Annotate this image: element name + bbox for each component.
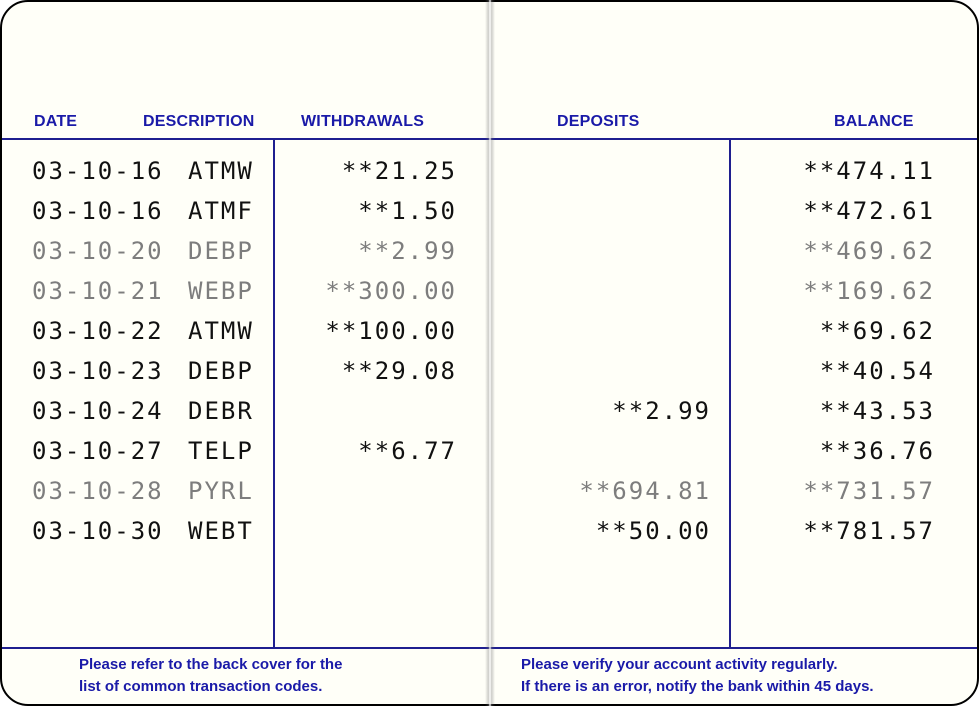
footer-note-right: Please verify your account activity regu… <box>521 654 874 698</box>
transaction-withdrawal: **21.25 <box>341 157 457 185</box>
transaction-balance: **472.61 <box>803 197 935 225</box>
transaction-balance: **43.53 <box>819 397 935 425</box>
transaction-code: PYRL <box>188 477 254 505</box>
transaction-row: 03-10-23 DEBP **29.08 **40.54 <box>2 352 977 390</box>
transaction-balance: **731.57 <box>803 477 935 505</box>
transaction-deposit: **50.00 <box>595 517 711 545</box>
transaction-date: 03-10-20 <box>32 237 164 265</box>
transaction-balance: **169.62 <box>803 277 935 305</box>
header-balance: BALANCE <box>834 113 914 130</box>
transaction-deposit: **694.81 <box>579 477 711 505</box>
footer-note-left: Please refer to the back cover for the l… <box>79 654 342 698</box>
transaction-code: ATMW <box>188 317 254 345</box>
transaction-row: 03-10-27 TELP **6.77 **36.76 <box>2 432 977 470</box>
transaction-row: 03-10-16 ATMW **21.25 **474.11 <box>2 152 977 190</box>
transaction-withdrawal: **300.00 <box>325 277 457 305</box>
transaction-code: DEBR <box>188 397 254 425</box>
transaction-row: 03-10-24 DEBR **2.99 **43.53 <box>2 392 977 430</box>
transaction-row: 03-10-20 DEBP **2.99 **469.62 <box>2 232 977 270</box>
transaction-row: 03-10-30 WEBT **50.00 **781.57 <box>2 512 977 550</box>
transaction-row: 03-10-16 ATMF **1.50 **472.61 <box>2 192 977 230</box>
transaction-date: 03-10-22 <box>32 317 164 345</box>
transaction-balance: **69.62 <box>819 317 935 345</box>
transaction-date: 03-10-23 <box>32 357 164 385</box>
transaction-date: 03-10-27 <box>32 437 164 465</box>
transaction-balance: **474.11 <box>803 157 935 185</box>
footer-note-left-line: list of common transaction codes. <box>79 678 323 695</box>
transaction-withdrawal: **1.50 <box>358 197 457 225</box>
transaction-date: 03-10-30 <box>32 517 164 545</box>
footer-rule <box>2 647 977 649</box>
column-divider-withdrawals <box>273 140 275 647</box>
transaction-row: 03-10-28 PYRL **694.81 **731.57 <box>2 472 977 510</box>
transaction-row: 03-10-21 WEBP **300.00 **169.62 <box>2 272 977 310</box>
transaction-code: ATMW <box>188 157 254 185</box>
header-rule <box>2 138 977 140</box>
header-date: DATE <box>34 113 78 130</box>
transaction-code: DEBP <box>188 237 254 265</box>
transaction-deposit: **2.99 <box>612 397 711 425</box>
column-divider-balance <box>729 140 731 647</box>
transaction-balance: **40.54 <box>819 357 935 385</box>
transaction-date: 03-10-21 <box>32 277 164 305</box>
transaction-code: TELP <box>188 437 254 465</box>
transaction-balance: **36.76 <box>819 437 935 465</box>
footer-note-left-line: Please refer to the back cover for the <box>79 656 343 673</box>
transaction-code: WEBP <box>188 277 254 305</box>
transaction-date: 03-10-16 <box>32 197 164 225</box>
header-deposits: DEPOSITS <box>557 113 640 130</box>
header-withdrawals: WITHDRAWALS <box>301 113 425 130</box>
header-description: DESCRIPTION <box>143 113 255 130</box>
footer-note-right-line: If there is an error, notify the bank wi… <box>521 678 874 695</box>
footer-note-right-line: Please verify your account activity regu… <box>521 656 838 673</box>
transaction-balance: **781.57 <box>803 517 935 545</box>
transaction-withdrawal: **6.77 <box>358 437 457 465</box>
transaction-code: WEBT <box>188 517 254 545</box>
transaction-date: 03-10-28 <box>32 477 164 505</box>
transaction-row: 03-10-22 ATMW **100.00 **69.62 <box>2 312 977 350</box>
transaction-date: 03-10-16 <box>32 157 164 185</box>
transaction-date: 03-10-24 <box>32 397 164 425</box>
transaction-code: ATMF <box>188 197 254 225</box>
transaction-code: DEBP <box>188 357 254 385</box>
transaction-withdrawal: **29.08 <box>341 357 457 385</box>
transaction-withdrawal: **2.99 <box>358 237 457 265</box>
transaction-withdrawal: **100.00 <box>325 317 457 345</box>
transaction-balance: **469.62 <box>803 237 935 265</box>
